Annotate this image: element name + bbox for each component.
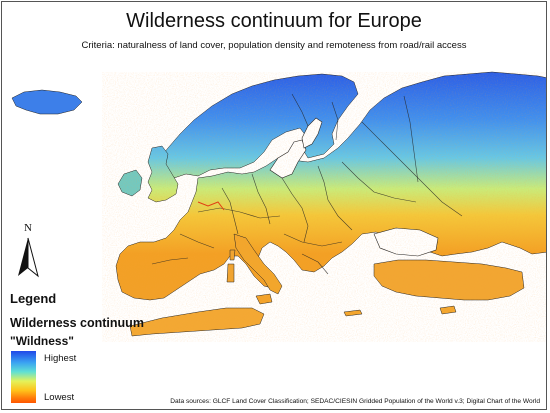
legend-high-label: Highest [44,353,77,364]
north-arrow: N [14,222,42,280]
legend-layer-name: Wilderness continuum [10,316,144,330]
map-texture [102,72,546,342]
legend-heading: Legend [10,291,57,306]
legend-color-ramp [11,351,36,403]
country-borders [151,93,463,275]
europe-map[interactable] [2,2,547,410]
data-sources-note: Data sources: GLCF Land Cover Classifica… [170,398,540,405]
legend-low-label: Lowest [44,392,75,403]
north-label: N [24,222,32,234]
legend-field-name: "Wildness" [10,334,74,348]
map-title: Wilderness continuum for Europe [126,10,422,32]
north-arrow-icon [18,237,39,278]
highlight-borders [197,201,225,211]
map-subtitle: Criteria: naturalness of land cover, pop… [81,40,467,51]
iceland-landmass [11,89,83,115]
